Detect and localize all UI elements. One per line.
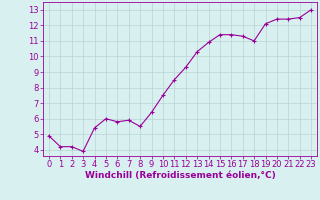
X-axis label: Windchill (Refroidissement éolien,°C): Windchill (Refroidissement éolien,°C) <box>84 171 276 180</box>
